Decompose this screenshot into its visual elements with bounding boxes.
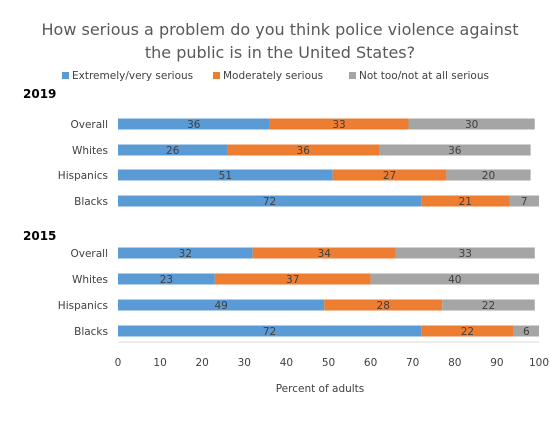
bar-2019-hispanics-not-too-not-at-all-serious	[446, 169, 531, 181]
category-label-2015-hispanics: Hispanics	[58, 300, 108, 312]
data-label-2019-overall-moderately-serious: 33	[332, 119, 345, 131]
bar-2015-blacks-extremely-very-serious	[118, 325, 422, 337]
data-label-2019-hispanics-extremely-very-serious: 51	[219, 170, 232, 182]
bar-2015-blacks-not-too-not-at-all-serious	[513, 325, 539, 337]
x-tick-label-20: 20	[196, 357, 209, 369]
x-tick-label-0: 0	[115, 357, 122, 369]
chart-title-line-1: How serious a problem do you think polic…	[42, 20, 519, 39]
category-labels: Overall Whites Hispanics Blacks Overall White…	[58, 119, 108, 338]
data-label-2019-whites-not-too-not-at-all-serious: 36	[448, 145, 462, 157]
legend-label-moderately-serious: Moderately serious	[223, 70, 323, 82]
category-label-2015-overall: Overall	[70, 248, 108, 260]
bar-2015-overall-not-too-not-at-all-serious	[395, 247, 535, 259]
data-label-2015-blacks-not-too-not-at-all-serious: 6	[523, 326, 530, 338]
x-tick-label-30: 30	[238, 357, 251, 369]
x-tick-label-50: 50	[322, 357, 335, 369]
legend-label-extremely-serious: Extremely/very serious	[72, 70, 193, 82]
data-label-2019-whites-moderately-serious: 36	[297, 145, 311, 157]
legend-label-not-serious: Not too/not at all serious	[359, 70, 489, 82]
data-label-2019-blacks-extremely-very-serious: 72	[263, 196, 276, 208]
category-label-2015-whites: Whites	[72, 274, 108, 286]
bar-2019-whites-not-too-not-at-all-serious	[379, 144, 531, 156]
category-label-2019-hispanics: Hispanics	[58, 170, 108, 182]
bar-2015-overall-moderately-serious	[252, 247, 396, 259]
x-tick-label-100: 100	[529, 357, 549, 369]
bar-2019-overall-moderately-serious	[269, 118, 409, 130]
category-label-2019-overall: Overall	[70, 119, 108, 131]
legend-swatch-extremely-serious	[62, 72, 69, 79]
x-tick-label-90: 90	[490, 357, 503, 369]
chart-title-line-2: the public is in the United States?	[145, 43, 415, 62]
bar-2015-whites-not-too-not-at-all-serious	[370, 273, 539, 285]
bar-2019-blacks-not-too-not-at-all-serious	[509, 195, 539, 207]
bar-2015-hispanics-extremely-very-serious	[118, 299, 325, 311]
data-label-2015-overall-not-too-not-at-all-serious: 33	[459, 248, 472, 260]
x-tick-label-60: 60	[364, 357, 377, 369]
x-tick-label-70: 70	[406, 357, 419, 369]
bar-2015-blacks-moderately-serious	[421, 325, 514, 337]
bar-2019-blacks-extremely-very-serious	[118, 195, 422, 207]
data-label-2019-hispanics-not-too-not-at-all-serious: 20	[482, 170, 495, 182]
data-label-2019-whites-extremely-very-serious: 26	[166, 145, 180, 157]
bar-2015-whites-extremely-very-serious	[118, 273, 215, 285]
data-label-2015-whites-extremely-very-serious: 23	[160, 274, 173, 286]
bar-2019-overall-not-too-not-at-all-serious	[408, 118, 535, 130]
legend-swatch-not-serious	[349, 72, 356, 79]
data-label-2015-overall-extremely-very-serious: 32	[179, 248, 192, 260]
category-label-2015-blacks: Blacks	[74, 326, 108, 338]
bar-2019-hispanics-extremely-very-serious	[118, 169, 333, 181]
bars: 36 33 30 26 36 36 51 27 20 72 21 7 32 34 33 23 37 40 49 28 2…	[118, 118, 539, 338]
bar-2015-whites-moderately-serious	[214, 273, 371, 285]
data-label-2015-blacks-moderately-serious: 22	[461, 326, 474, 338]
bar-2019-hispanics-moderately-serious	[332, 169, 447, 181]
bar-2015-hispanics-moderately-serious	[324, 299, 443, 311]
x-tick-label-10: 10	[153, 357, 166, 369]
data-label-2019-overall-extremely-very-serious: 36	[187, 119, 201, 131]
category-label-2019-blacks: Blacks	[74, 196, 108, 208]
group-label-2019: 2019	[23, 87, 56, 101]
data-label-2015-hispanics-not-too-not-at-all-serious: 22	[482, 300, 495, 312]
bar-2019-overall-extremely-very-serious	[118, 118, 270, 130]
legend-swatch-moderately-serious	[213, 72, 220, 79]
bar-2015-hispanics-not-too-not-at-all-serious	[442, 299, 535, 311]
bar-2015-overall-extremely-very-serious	[118, 247, 253, 259]
data-label-2015-hispanics-extremely-very-serious: 49	[214, 300, 227, 312]
x-tick-label-40: 40	[280, 357, 293, 369]
data-label-2015-whites-not-too-not-at-all-serious: 40	[448, 274, 461, 286]
legend: Extremely/very serious Moderately seriou…	[62, 70, 489, 82]
category-label-2019-whites: Whites	[72, 145, 108, 157]
data-label-2019-blacks-not-too-not-at-all-serious: 7	[521, 196, 528, 208]
data-label-2019-blacks-moderately-serious: 21	[459, 196, 472, 208]
data-label-2015-blacks-extremely-very-serious: 72	[263, 326, 276, 338]
data-label-2015-overall-moderately-serious: 34	[318, 248, 332, 260]
data-label-2015-whites-moderately-serious: 37	[286, 274, 299, 286]
bar-2019-blacks-moderately-serious	[421, 195, 510, 207]
group-label-2015: 2015	[23, 229, 56, 243]
x-axis-ticks: 0 10 20 30 40 50 60 70 80 90 100	[115, 357, 549, 369]
data-label-2015-hispanics-moderately-serious: 28	[377, 300, 390, 312]
x-tick-label-80: 80	[448, 357, 461, 369]
x-axis-title: Percent of adults	[276, 383, 365, 395]
data-label-2019-overall-not-too-not-at-all-serious: 30	[465, 119, 478, 131]
bar-2019-whites-moderately-serious	[227, 144, 380, 156]
data-label-2019-hispanics-moderately-serious: 27	[383, 170, 396, 182]
bar-2019-whites-extremely-very-serious	[118, 144, 228, 156]
